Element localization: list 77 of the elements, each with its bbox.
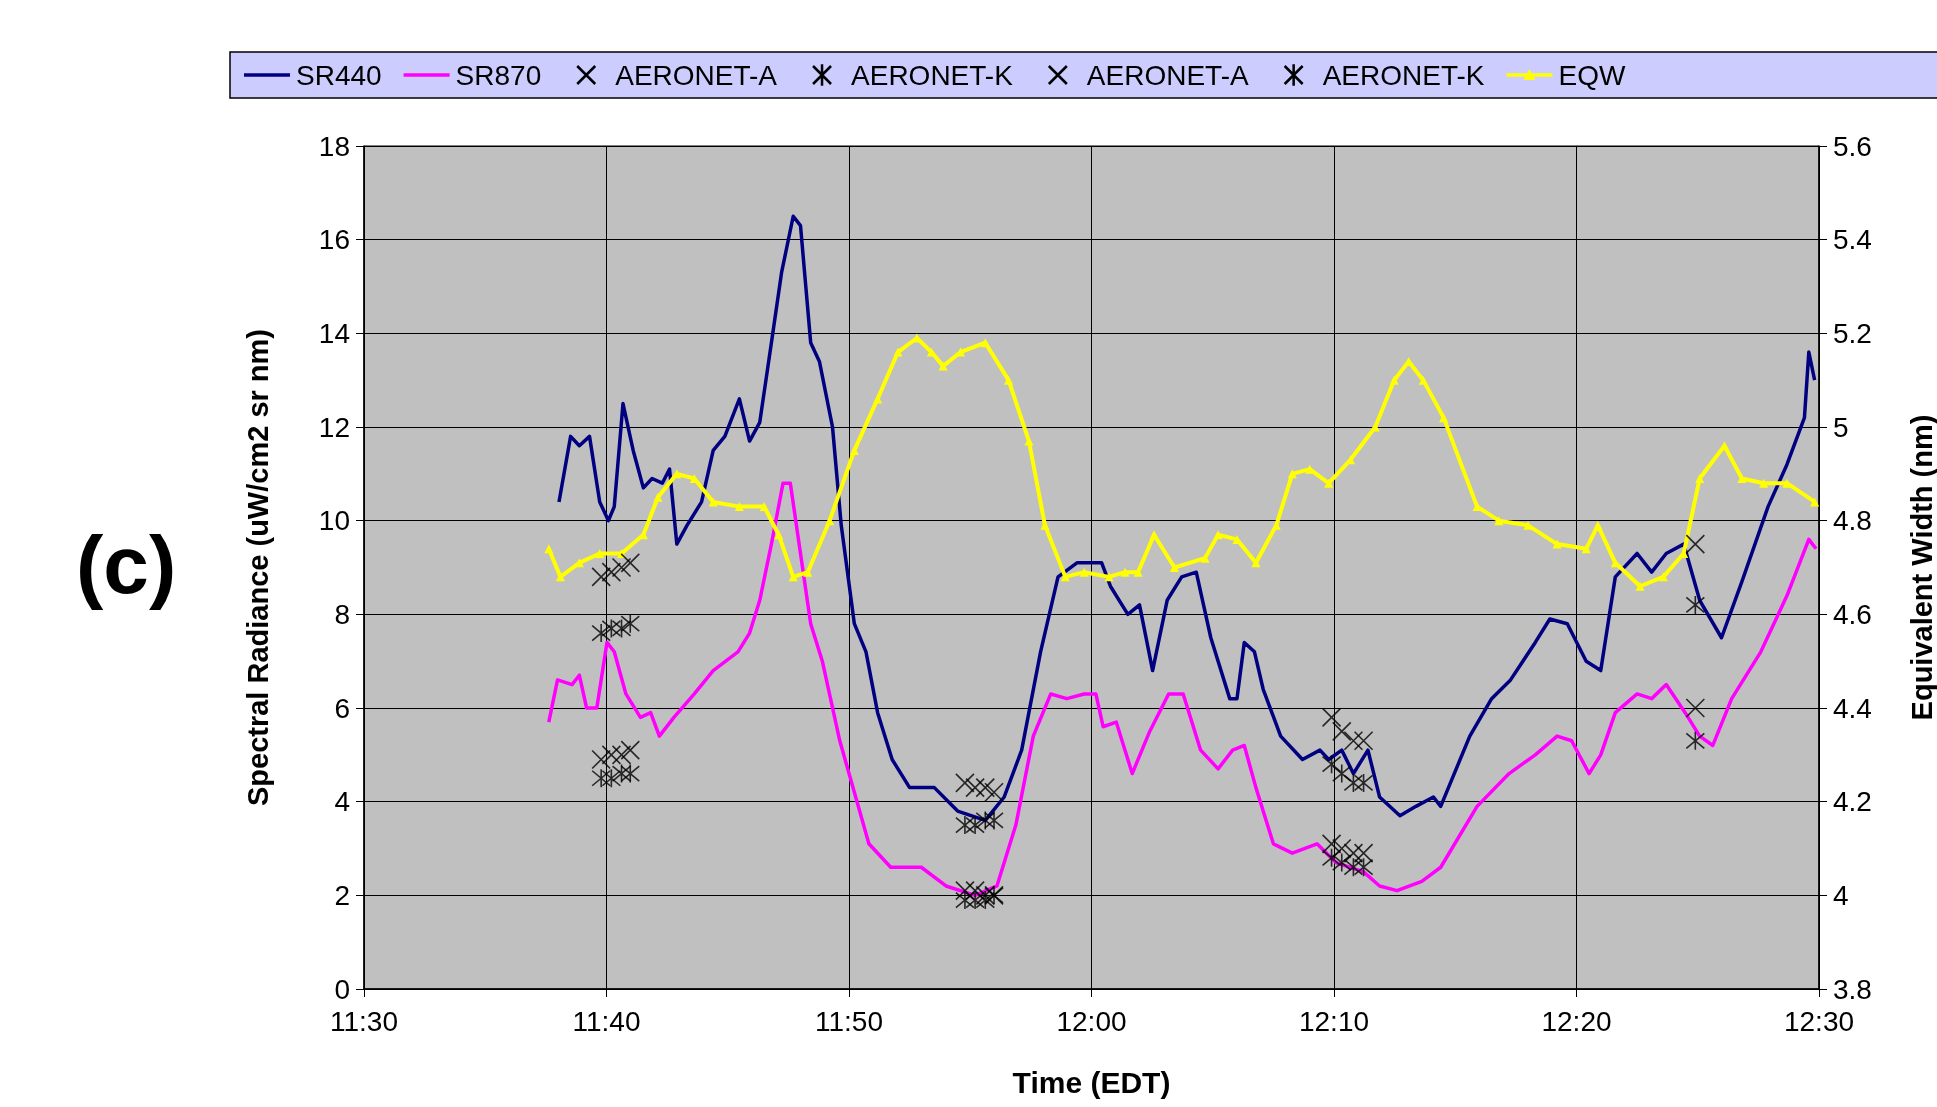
x-tick-label: 12:30 [1783, 1005, 1855, 1037]
y2-tick-label: 4.4 [1833, 692, 1872, 724]
y2-tick-label: 5.4 [1833, 224, 1872, 256]
y2-tick-label: 5.2 [1833, 317, 1872, 349]
x-tick-label: 11:40 [572, 1005, 641, 1037]
x-axis-title: Time (EDT) [1012, 1065, 1171, 1099]
point [975, 885, 996, 906]
y-tick-label: 18 [318, 130, 350, 162]
text: (c) [76, 518, 177, 610]
point [1353, 773, 1374, 793]
y2-axis-title: Equivalent Width (nm) [1905, 414, 1937, 721]
point [955, 815, 975, 835]
legend-label: AERONET-K [1322, 59, 1485, 91]
x-tick-label: 11:30 [330, 1005, 398, 1037]
y-tick-label: 6 [334, 692, 350, 724]
legend-label: AERONET-A [615, 59, 778, 91]
x-tick-label: 12:20 [1541, 1005, 1612, 1037]
y-tick-label: 8 [334, 598, 350, 630]
y-tick-label: 14 [318, 317, 350, 349]
point [1685, 698, 1706, 718]
y-tick-label: 12 [318, 411, 350, 443]
legend-label: EQW [1558, 59, 1626, 91]
point [591, 623, 611, 643]
point [620, 553, 641, 573]
x-tick-label: 11:50 [815, 1005, 883, 1037]
point [1685, 534, 1706, 554]
point [1331, 763, 1352, 784]
legend-label: SR440 [296, 59, 382, 91]
point [1321, 707, 1342, 728]
point [611, 557, 632, 578]
point [620, 613, 641, 634]
line-series [547, 481, 1818, 898]
point [1343, 730, 1364, 751]
point [620, 763, 641, 784]
line-series [557, 214, 1817, 823]
y2-tick-label: 5 [1833, 411, 1849, 443]
point [965, 890, 985, 910]
point [955, 890, 975, 910]
point [984, 782, 1004, 803]
y2-tick-label: 3.8 [1833, 973, 1872, 1005]
y2-tick-label: 4.6 [1833, 598, 1872, 630]
y-tick-label: 4 [334, 786, 350, 818]
x-tick-label: 12:00 [1056, 1005, 1127, 1037]
y2-tick-label: 4.2 [1833, 786, 1872, 818]
y-axis-title: Spectral Radiance (uW/cm2 sr nm) [241, 328, 274, 807]
y-tick-label: 0 [334, 973, 350, 1005]
point [1321, 754, 1342, 774]
point [955, 773, 975, 793]
y2-tick-label: 4.8 [1833, 505, 1872, 537]
point [1353, 730, 1374, 751]
point [965, 815, 985, 835]
point [1343, 773, 1364, 793]
point [975, 810, 996, 831]
point [984, 810, 1004, 831]
point [620, 740, 641, 760]
point [591, 567, 611, 587]
legend-label: AERONET-A [1086, 59, 1249, 91]
point [975, 777, 996, 798]
point [1331, 721, 1352, 742]
legend-label: AERONET-K [851, 59, 1014, 91]
legend-label: SR870 [455, 59, 542, 91]
y2-tick-label: 4 [1833, 879, 1849, 911]
y-tick-label: 2 [334, 879, 350, 911]
point [611, 618, 632, 639]
y-tick-label: 10 [318, 505, 350, 537]
point [601, 618, 622, 639]
x-tick-label: 12:10 [1298, 1005, 1370, 1037]
point [1685, 730, 1706, 751]
point [975, 890, 996, 910]
point [601, 562, 622, 582]
point [955, 880, 975, 901]
point [601, 745, 622, 765]
point [1685, 595, 1706, 615]
y2-tick-label: 5.6 [1833, 130, 1872, 162]
point [965, 777, 985, 798]
y-tick-label: 16 [318, 224, 350, 256]
point [601, 768, 622, 789]
